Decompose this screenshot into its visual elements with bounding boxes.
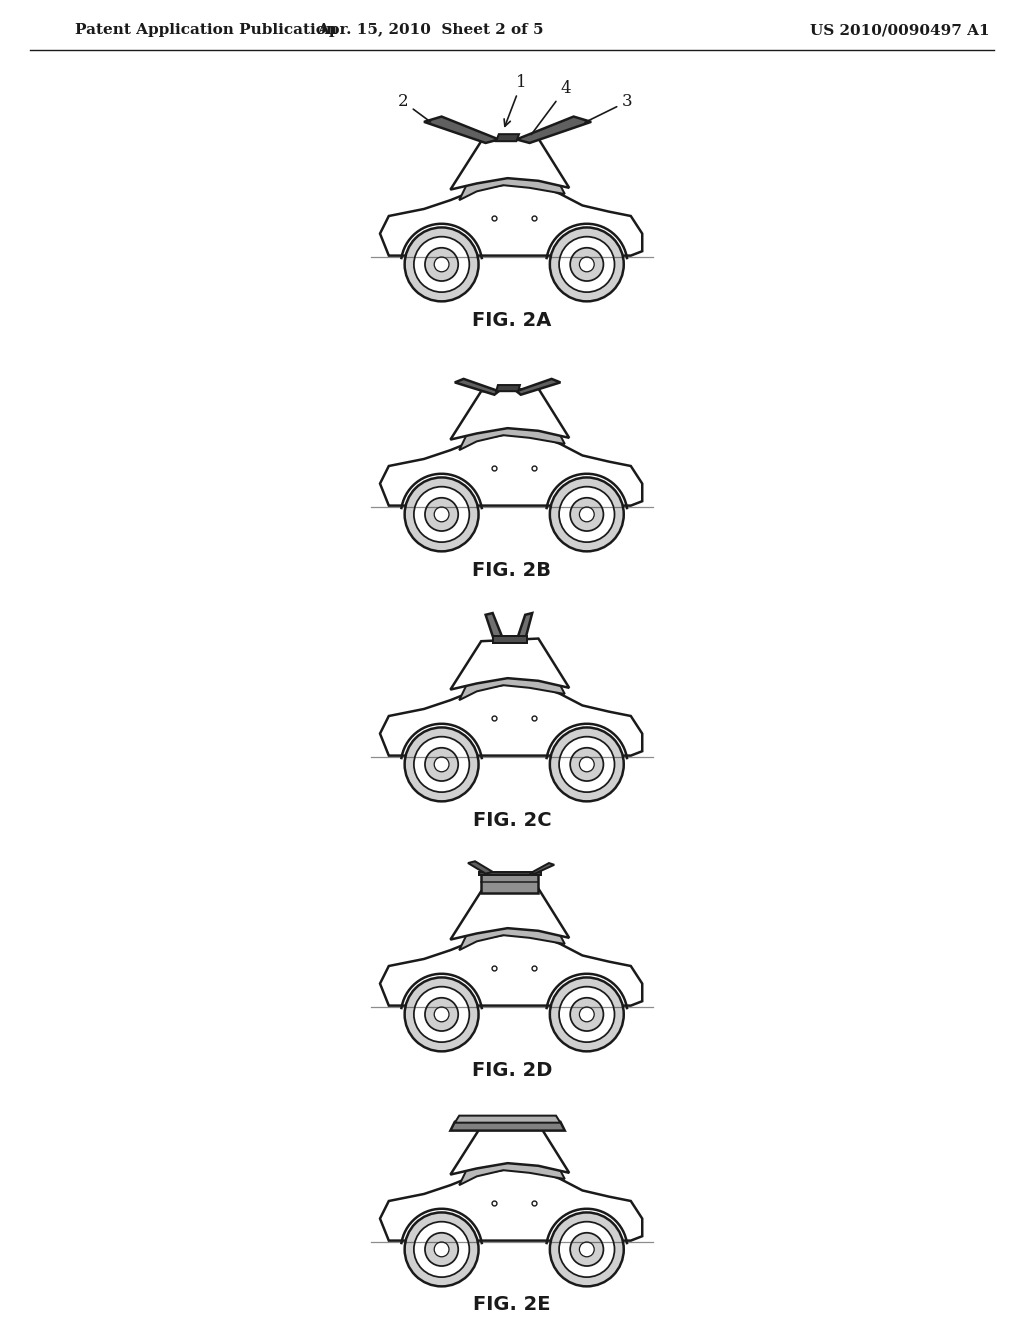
Circle shape	[404, 478, 478, 552]
Polygon shape	[451, 139, 569, 190]
Text: 3: 3	[585, 92, 633, 123]
Circle shape	[425, 747, 458, 781]
Circle shape	[404, 227, 478, 301]
Polygon shape	[478, 871, 541, 875]
Circle shape	[559, 1222, 614, 1278]
Polygon shape	[497, 385, 520, 391]
Circle shape	[404, 1213, 478, 1287]
Polygon shape	[459, 144, 565, 201]
Circle shape	[550, 227, 624, 301]
Polygon shape	[485, 612, 503, 642]
Text: FIG. 2C: FIG. 2C	[473, 810, 551, 829]
Polygon shape	[468, 861, 493, 874]
Circle shape	[559, 487, 614, 543]
Circle shape	[559, 737, 614, 792]
Polygon shape	[380, 1168, 642, 1241]
Polygon shape	[380, 932, 642, 1006]
Text: Apr. 15, 2010  Sheet 2 of 5: Apr. 15, 2010 Sheet 2 of 5	[316, 22, 544, 37]
Circle shape	[580, 1007, 594, 1022]
Circle shape	[425, 248, 458, 281]
Text: Patent Application Publication: Patent Application Publication	[75, 22, 337, 37]
Circle shape	[425, 498, 458, 531]
Circle shape	[434, 257, 449, 272]
Circle shape	[414, 737, 469, 792]
Polygon shape	[497, 135, 519, 141]
Circle shape	[570, 747, 603, 781]
Circle shape	[580, 257, 594, 272]
Circle shape	[414, 986, 469, 1041]
Circle shape	[434, 1007, 449, 1022]
Polygon shape	[459, 644, 565, 700]
Polygon shape	[516, 379, 560, 395]
Circle shape	[404, 727, 478, 801]
Polygon shape	[451, 1123, 569, 1175]
Circle shape	[580, 1242, 594, 1257]
Polygon shape	[455, 1115, 560, 1123]
Text: FIG. 2B: FIG. 2B	[472, 561, 552, 579]
Polygon shape	[424, 116, 499, 143]
Circle shape	[414, 236, 469, 292]
Circle shape	[550, 977, 624, 1051]
Polygon shape	[380, 682, 642, 755]
Circle shape	[559, 236, 614, 292]
Circle shape	[570, 998, 603, 1031]
Polygon shape	[451, 639, 569, 689]
Polygon shape	[380, 182, 642, 256]
Circle shape	[550, 727, 624, 801]
Polygon shape	[516, 116, 591, 143]
Text: FIG. 2A: FIG. 2A	[472, 310, 552, 330]
Polygon shape	[455, 379, 499, 395]
Circle shape	[414, 487, 469, 543]
Polygon shape	[481, 874, 539, 892]
Circle shape	[550, 478, 624, 552]
Text: US 2010/0090497 A1: US 2010/0090497 A1	[810, 22, 990, 37]
Text: 2: 2	[397, 92, 430, 121]
Polygon shape	[529, 863, 554, 874]
Circle shape	[425, 1233, 458, 1266]
Text: FIG. 2D: FIG. 2D	[472, 1060, 552, 1080]
Circle shape	[570, 1233, 603, 1266]
Polygon shape	[451, 1122, 565, 1131]
Circle shape	[404, 977, 478, 1051]
Polygon shape	[380, 433, 642, 506]
Text: 1: 1	[504, 74, 527, 127]
Circle shape	[570, 498, 603, 531]
Text: 4: 4	[531, 79, 571, 135]
Circle shape	[580, 756, 594, 772]
Circle shape	[414, 1222, 469, 1278]
Text: FIG. 2E: FIG. 2E	[473, 1295, 551, 1315]
Circle shape	[434, 756, 449, 772]
Polygon shape	[451, 388, 569, 440]
Polygon shape	[459, 1129, 565, 1185]
Circle shape	[425, 998, 458, 1031]
Polygon shape	[459, 393, 565, 450]
Circle shape	[580, 507, 594, 521]
Polygon shape	[493, 636, 527, 643]
Polygon shape	[516, 612, 532, 642]
Circle shape	[550, 1213, 624, 1287]
Polygon shape	[459, 894, 565, 950]
Circle shape	[434, 507, 449, 521]
Circle shape	[570, 248, 603, 281]
Circle shape	[559, 986, 614, 1041]
Polygon shape	[451, 888, 569, 940]
Circle shape	[434, 1242, 449, 1257]
